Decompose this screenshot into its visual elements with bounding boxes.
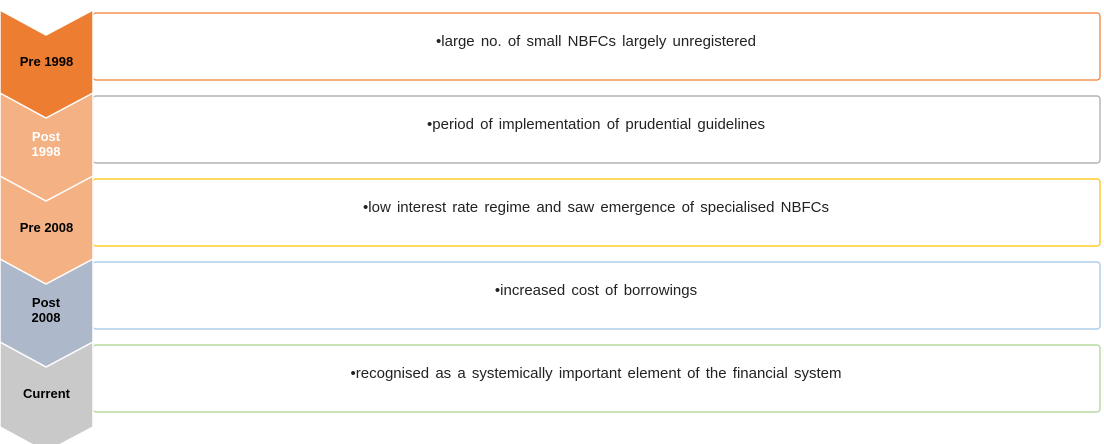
stage-description: •increased cost of borrowings — [494, 282, 698, 299]
stage-label: Post 2008 — [31, 295, 61, 325]
stage-label: Current — [23, 385, 70, 401]
stage-label: Pre 2008 — [19, 219, 74, 235]
chevron — [0, 340, 94, 444]
stage-label: Post 1998 — [31, 129, 61, 159]
stage-description: •period of implementation of prudential … — [427, 116, 765, 133]
stage-label: Pre 1998 — [19, 53, 74, 69]
stage-description: •low interest rate regime and saw emerge… — [363, 199, 829, 216]
stage-description: •large no. of small NBFCs largely unregi… — [436, 33, 756, 50]
stage-description: •recognised as a systemically important … — [350, 365, 842, 382]
